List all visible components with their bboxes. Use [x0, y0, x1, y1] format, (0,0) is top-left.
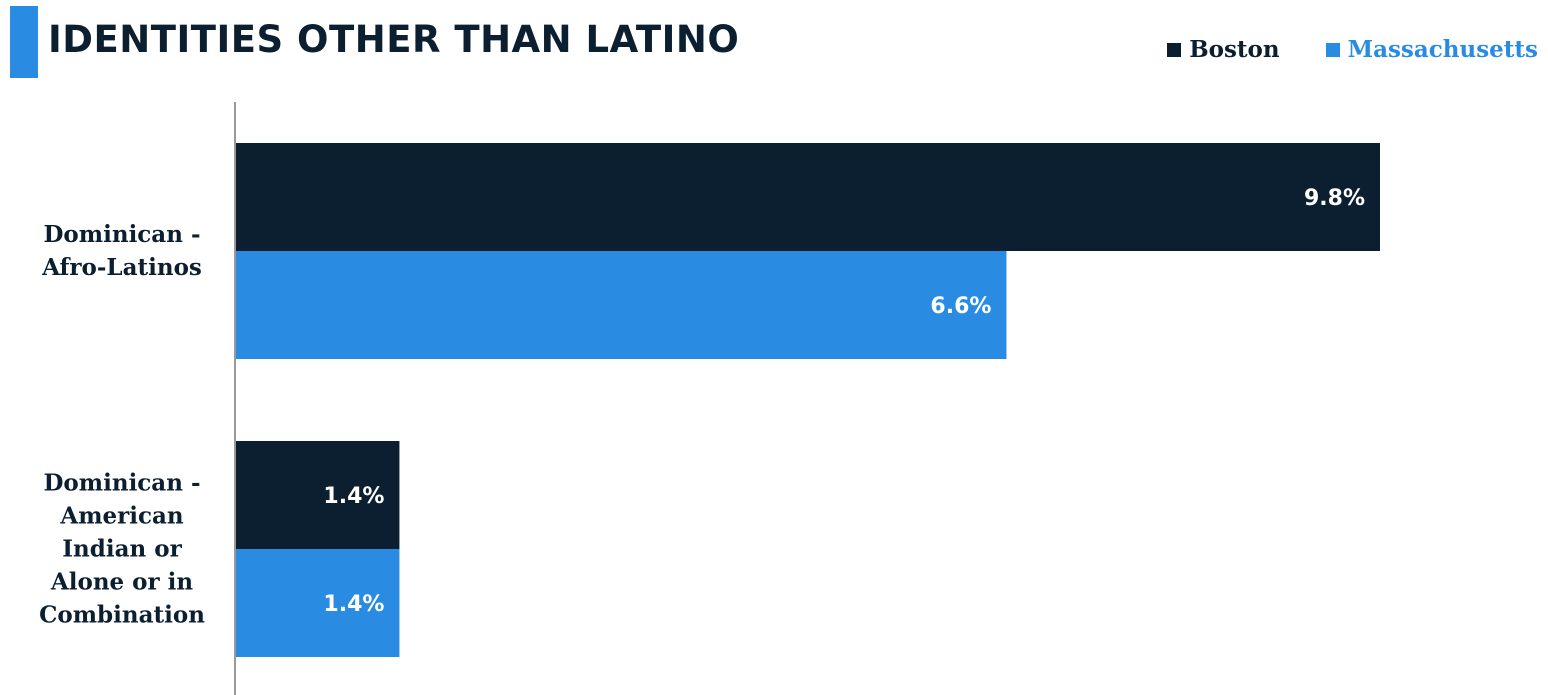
legend-label-massachusetts: Massachusetts [1347, 36, 1538, 63]
category-label-line: Indian or [62, 535, 182, 562]
chart-title: IDENTITIES OTHER THAN LATINO [48, 18, 740, 61]
category-label-line: Dominican - [43, 469, 200, 496]
legend-swatch-boston [1167, 42, 1182, 57]
legend: Boston Massachusetts [1167, 36, 1538, 63]
category-label-0: Dominican - Afro-Latinos [41, 221, 202, 281]
bar-boston-1 [236, 441, 400, 549]
legend-label-boston: Boston [1189, 36, 1280, 63]
category-label-line: Dominican - [43, 221, 200, 248]
title-accent-bar [10, 6, 38, 78]
category-label-line: Combination [39, 601, 205, 628]
legend-item-boston: Boston [1167, 36, 1280, 63]
bar-massachusetts-1 [236, 549, 400, 657]
legend-item-massachusetts: Massachusetts [1325, 36, 1538, 63]
data-label-boston-1: 1.4% [323, 484, 384, 509]
category-label-1: Dominican - American Indian or Alone or in C… [39, 469, 205, 628]
data-label-massachusetts-0: 6.6% [930, 294, 991, 319]
data-label-boston-0: 9.8% [1304, 186, 1365, 211]
category-label-line: Afro-Latinos [41, 254, 202, 281]
category-label-line: American [59, 502, 184, 529]
legend-swatch-massachusetts [1325, 42, 1340, 57]
bar-boston-0 [236, 143, 1380, 251]
category-label-line: Alone or in [50, 568, 193, 595]
data-label-massachusetts-1: 1.4% [323, 592, 384, 617]
bar-massachusetts-0 [236, 251, 1007, 359]
